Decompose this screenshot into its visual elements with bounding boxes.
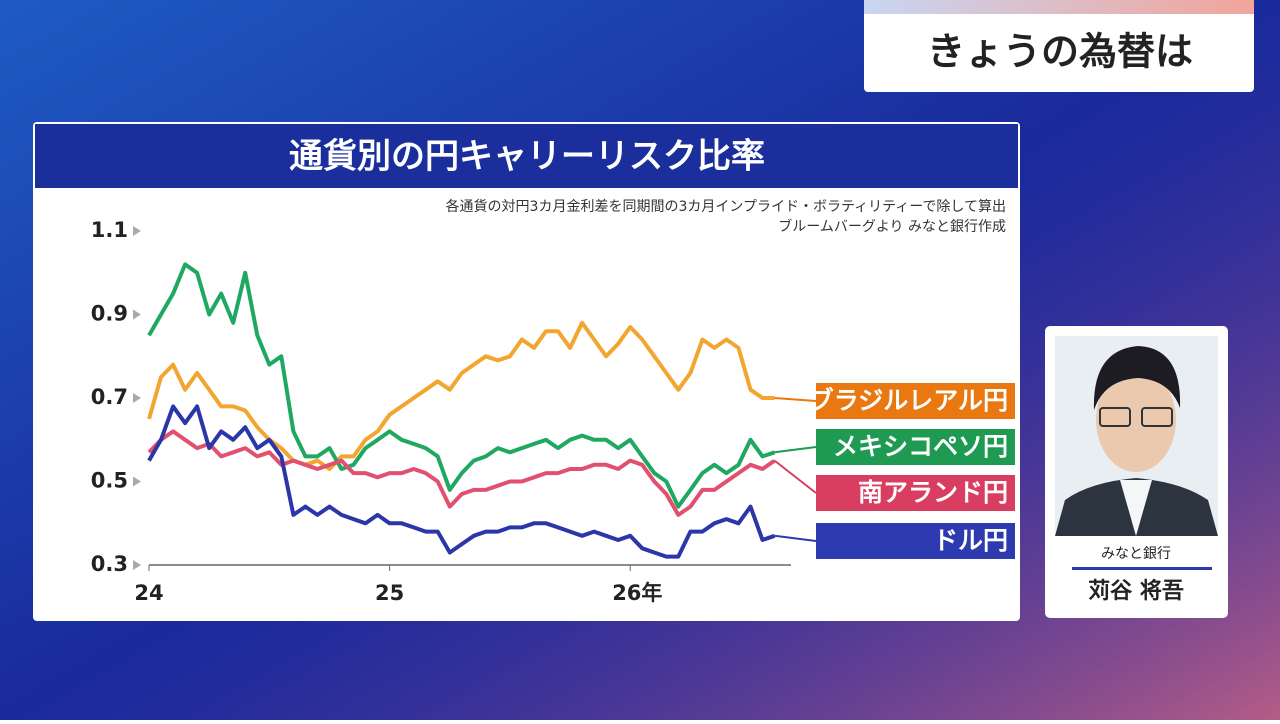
chart-panel	[33, 122, 1020, 621]
y-tick-mark	[133, 309, 141, 320]
legend-label: メキシコペソ円	[833, 432, 1008, 461]
y-tick-mark	[133, 226, 141, 236]
photo-glasses	[1141, 407, 1173, 427]
chart-note: 各通貨の対円3カ月金利差を同期間の3カ月インプライド・ボラティリティーで除して算…	[446, 198, 1006, 215]
y-tick-label: 1.1	[91, 218, 128, 242]
y-tick-label: 0.9	[91, 302, 128, 326]
chart-title-bar	[35, 124, 1018, 188]
header-strip	[864, 0, 1254, 14]
presenter-name: 苅谷 将吾	[1088, 578, 1184, 604]
plot: 0.3 0.5 0.7 0.9 1.1 24 25 26年 ブラジルレアル円メキシコペソ円南アラ…	[91, 218, 1015, 605]
presenter-divider	[1072, 567, 1212, 570]
legend-label: ブラジルレアル円	[809, 386, 1008, 415]
header-box	[864, 0, 1254, 92]
legend-box	[816, 383, 1015, 419]
chart-title: 通貨別の円キャリーリスク比率	[289, 137, 765, 177]
legend-box	[816, 475, 1015, 511]
photo-face	[1096, 368, 1176, 472]
legend-connector	[774, 446, 817, 454]
legend-box	[816, 523, 1015, 559]
legend-label: ドル円	[933, 526, 1008, 555]
y-tick-label: 0.7	[91, 385, 128, 409]
y-tick-mark	[133, 560, 141, 570]
legend-label: 南アランド円	[858, 478, 1008, 507]
presenter-affiliation: みなと銀行	[1101, 546, 1171, 562]
series-line	[147, 320, 775, 471]
x-tick-label: 25	[375, 581, 404, 605]
header-title: きょうの為替は	[927, 30, 1193, 74]
x-tick-label: 26年	[612, 581, 662, 605]
photo-glasses	[1099, 407, 1131, 427]
series-line	[147, 262, 776, 509]
series-line	[147, 429, 776, 517]
legend-box	[816, 429, 1015, 465]
legend-connector	[774, 534, 817, 542]
y-tick-label: 0.3	[91, 552, 128, 576]
chart-note: ブルームバーグより みなと銀行作成	[778, 218, 1006, 235]
series-line	[147, 404, 776, 559]
y-tick-mark	[133, 476, 141, 487]
y-tick-label: 0.5	[91, 469, 128, 493]
photo-hair	[1093, 346, 1181, 410]
legend-connector	[774, 397, 817, 402]
y-tick-mark	[133, 393, 141, 403]
x-tick-label: 24	[134, 581, 163, 605]
photo-shirt	[1120, 480, 1152, 536]
legend-connector	[773, 459, 817, 494]
